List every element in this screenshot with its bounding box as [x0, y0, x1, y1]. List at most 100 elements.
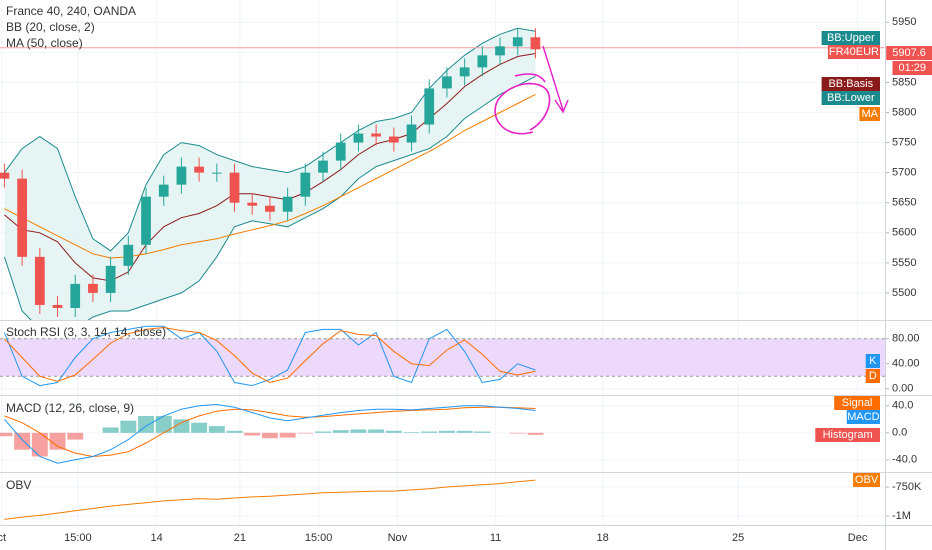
indicator-label: BB (20, close, 2)	[6, 20, 95, 34]
histogram-bar	[49, 432, 66, 450]
pane-title: OBV	[6, 478, 31, 492]
drawing-arrow	[542, 45, 569, 114]
candle-body	[70, 283, 81, 308]
series-badge: BB:Lower	[827, 92, 875, 104]
candle-body	[300, 172, 311, 197]
histogram-bar	[368, 429, 385, 433]
x-tick-label: 14	[151, 532, 163, 544]
candle-body	[282, 196, 293, 212]
series-badge-bg	[815, 428, 880, 442]
series-line	[4, 326, 536, 384]
y-tick-label: 5750	[892, 136, 916, 148]
series-badge-bg	[821, 91, 880, 105]
candle-body	[424, 88, 435, 125]
histogram-bar	[191, 422, 208, 433]
candle-body	[247, 202, 258, 206]
candle-body	[353, 133, 364, 143]
histogram-bar	[173, 419, 190, 433]
candle-body	[34, 256, 45, 305]
y-tick-label: 0.00	[892, 383, 913, 395]
y-tick-label: -1M	[892, 510, 911, 522]
series-badge: BB:Upper	[827, 32, 875, 44]
histogram-bar	[31, 432, 48, 457]
candle-body	[371, 133, 381, 137]
y-tick-label: 5950	[892, 16, 916, 28]
band-fill	[0, 338, 885, 377]
pane-macd	[0, 403, 544, 464]
candle-body	[158, 184, 169, 197]
series-line	[3, 325, 536, 387]
histogram-bar	[385, 430, 402, 433]
series-badge: Histogram	[823, 429, 873, 441]
candle-body	[0, 172, 10, 179]
x-tick-label: ct	[0, 532, 6, 544]
histogram-bar	[297, 432, 314, 434]
series-badge: OBV	[855, 474, 879, 486]
pane-line	[4, 479, 536, 520]
y-tick-label: -40.0	[892, 454, 917, 466]
histogram-bar	[350, 429, 367, 433]
last-price-badge-bg	[886, 46, 932, 60]
series-badge-bg	[865, 369, 880, 383]
series-badge-bg	[821, 31, 880, 45]
candle-body	[211, 172, 222, 174]
candle-body	[530, 37, 541, 50]
pane-title: Stoch RSI (3, 3, 14, 14, close)	[6, 325, 166, 339]
series-badge-bg	[834, 396, 880, 410]
countdown-badge-bg	[892, 61, 932, 75]
series-badge: MA	[861, 108, 878, 120]
series-badge-bg	[859, 107, 880, 121]
y-tick-label: 5850	[892, 76, 916, 88]
series-badge-bg	[865, 354, 880, 368]
y-tick-label: 80.00	[892, 333, 920, 345]
series-badge-bg	[846, 410, 880, 424]
histogram-bar	[403, 432, 420, 433]
y-tick-label: 0.0	[892, 427, 907, 439]
candle-body	[88, 283, 98, 293]
series-badge-bg	[853, 473, 880, 487]
symbol-badge: FR40EUR	[829, 46, 879, 58]
histogram-bar	[456, 430, 473, 433]
series-line	[4, 479, 536, 520]
x-tick-label: Dec	[848, 532, 868, 544]
plot-layer: ct 15:00 14 21 15:00 Nov 11 18 25 Dec 5500 5550 5600…	[0, 0, 922, 544]
candle-body	[105, 265, 116, 293]
histogram-bar	[244, 432, 261, 436]
candle-body	[229, 172, 240, 203]
indicator-line	[3, 75, 536, 320]
candle-body	[442, 76, 452, 89]
y-tick-label: 5550	[892, 257, 916, 269]
candle-body	[459, 67, 470, 77]
candle-body	[318, 160, 328, 173]
x-tick-label: 15:00	[64, 532, 92, 544]
histogram-bar	[14, 432, 31, 450]
y-tick-label: 40.0	[892, 400, 913, 412]
histogram-bar	[208, 426, 225, 433]
indicator-label: MA (50, close)	[6, 36, 83, 50]
x-tick-label: 25	[732, 532, 744, 544]
candle-body	[123, 244, 134, 266]
histogram-bar	[67, 432, 84, 440]
series-badge-bg	[821, 77, 880, 91]
countdown-badge: 01:29	[898, 62, 926, 74]
y-tick-label: 5700	[892, 167, 916, 179]
series-badge: BB:Basis	[828, 78, 873, 90]
candle-body	[52, 304, 63, 308]
symbol-badge-bg	[827, 45, 880, 59]
candle-body	[477, 55, 488, 68]
pane-line	[0, 325, 885, 387]
histogram-bar	[0, 432, 13, 437]
chart-title: France 40, 240, OANDA	[6, 4, 136, 18]
candle-body	[495, 46, 505, 56]
bb-fill	[4, 28, 536, 320]
y-tick-label: 5600	[892, 227, 916, 239]
x-tick-label: Nov	[388, 532, 408, 544]
y-tick-label: 40.00	[892, 358, 920, 370]
pane-title: MACD (12, 26, close, 9)	[6, 401, 134, 415]
series-badge: D	[869, 370, 877, 382]
candle-body	[406, 124, 417, 143]
x-tick-label: 11	[490, 532, 501, 544]
drawing-stroke	[514, 73, 546, 83]
x-tick-label: 18	[597, 532, 609, 544]
